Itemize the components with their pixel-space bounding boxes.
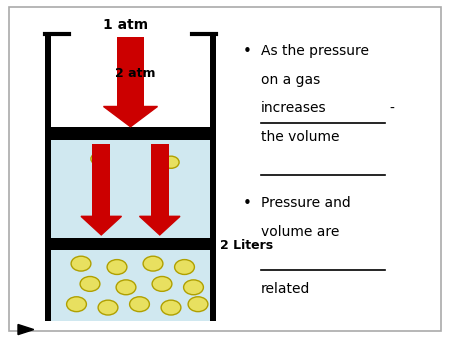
- Text: •: •: [243, 44, 252, 59]
- Bar: [117, 37, 144, 106]
- Bar: [51, 238, 210, 250]
- Circle shape: [98, 300, 118, 315]
- Bar: [210, 34, 216, 321]
- Circle shape: [175, 260, 194, 274]
- Bar: [51, 140, 210, 238]
- Polygon shape: [81, 216, 122, 235]
- Text: volume are: volume are: [261, 225, 339, 239]
- Bar: [151, 144, 169, 216]
- Text: As the pressure: As the pressure: [261, 44, 369, 58]
- Circle shape: [184, 280, 203, 295]
- Text: increases: increases: [261, 101, 327, 115]
- Bar: [51, 34, 210, 127]
- Text: •: •: [243, 196, 252, 211]
- Circle shape: [116, 280, 136, 295]
- Circle shape: [163, 156, 179, 168]
- Circle shape: [91, 153, 107, 165]
- Polygon shape: [140, 216, 180, 235]
- Text: the volume: the volume: [261, 130, 339, 144]
- Text: 1 atm: 1 atm: [104, 18, 148, 32]
- Circle shape: [152, 276, 172, 291]
- Text: on a gas: on a gas: [261, 73, 320, 87]
- Text: Pressure and: Pressure and: [261, 196, 351, 210]
- Bar: [51, 250, 210, 321]
- Circle shape: [80, 276, 100, 291]
- Text: -: -: [389, 101, 394, 115]
- Text: 2 atm: 2 atm: [115, 67, 155, 80]
- Text: related: related: [261, 283, 310, 296]
- Circle shape: [107, 260, 127, 274]
- Bar: [51, 127, 210, 140]
- Circle shape: [188, 297, 208, 312]
- Text: 2 Liters: 2 Liters: [220, 239, 274, 251]
- Circle shape: [71, 256, 91, 271]
- Bar: [92, 144, 110, 216]
- Circle shape: [67, 297, 86, 312]
- Polygon shape: [104, 106, 158, 127]
- Circle shape: [161, 300, 181, 315]
- Circle shape: [130, 297, 149, 312]
- Bar: [45, 34, 51, 321]
- Circle shape: [143, 256, 163, 271]
- Polygon shape: [18, 324, 34, 335]
